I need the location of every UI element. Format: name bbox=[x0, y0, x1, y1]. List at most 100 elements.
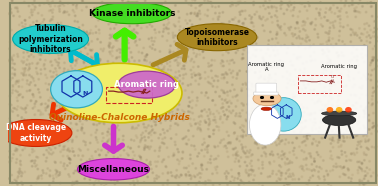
Point bbox=[230, 95, 236, 98]
Point bbox=[114, 83, 120, 86]
Point bbox=[238, 179, 244, 182]
Point bbox=[48, 148, 54, 151]
Point bbox=[275, 23, 281, 26]
Point bbox=[311, 124, 317, 127]
Point bbox=[107, 133, 113, 136]
Point bbox=[350, 3, 356, 6]
Point bbox=[167, 91, 173, 94]
Point bbox=[374, 101, 378, 104]
Point bbox=[247, 45, 253, 48]
Point bbox=[29, 11, 36, 14]
Point bbox=[201, 56, 207, 59]
Point bbox=[77, 170, 84, 173]
Point bbox=[171, 154, 177, 157]
Point bbox=[94, 38, 101, 41]
Point bbox=[240, 104, 246, 107]
Point bbox=[157, 50, 163, 53]
Point bbox=[228, 141, 234, 144]
Point bbox=[82, 177, 88, 180]
Point bbox=[137, 92, 143, 95]
Point bbox=[278, 154, 284, 157]
Point bbox=[154, 7, 160, 10]
Point bbox=[355, 169, 361, 172]
Point bbox=[204, 151, 211, 154]
Ellipse shape bbox=[118, 71, 175, 98]
Point bbox=[316, 11, 322, 14]
Point bbox=[101, 79, 107, 82]
Point bbox=[246, 64, 252, 67]
Point bbox=[240, 45, 246, 48]
Point bbox=[18, 127, 24, 130]
Point bbox=[242, 152, 248, 155]
Point bbox=[115, 156, 121, 159]
Point bbox=[52, 160, 58, 163]
Point bbox=[346, 4, 352, 7]
Point bbox=[202, 77, 208, 80]
Point bbox=[211, 129, 217, 132]
Point bbox=[261, 61, 267, 64]
Point bbox=[92, 7, 98, 10]
Point bbox=[42, 102, 48, 105]
Point bbox=[294, 21, 301, 24]
Point bbox=[193, 167, 199, 170]
Point bbox=[120, 134, 126, 137]
Point bbox=[117, 147, 123, 150]
Point bbox=[153, 123, 159, 126]
Point bbox=[191, 32, 197, 35]
Point bbox=[192, 0, 198, 2]
Point bbox=[180, 53, 186, 56]
Point bbox=[12, 107, 18, 110]
Point bbox=[60, 165, 67, 168]
Point bbox=[339, 40, 345, 43]
Point bbox=[276, 133, 282, 136]
Point bbox=[269, 133, 275, 136]
Point bbox=[304, 9, 310, 12]
Point bbox=[352, 153, 358, 156]
Point bbox=[67, 59, 73, 62]
Point bbox=[133, 18, 139, 21]
Point bbox=[196, 72, 202, 75]
Point bbox=[262, 78, 268, 81]
Point bbox=[240, 134, 246, 137]
Point bbox=[23, 111, 29, 114]
Point bbox=[93, 150, 99, 153]
Point bbox=[214, 125, 220, 128]
Point bbox=[29, 29, 36, 32]
Point bbox=[9, 57, 15, 60]
Point bbox=[10, 86, 16, 89]
Point bbox=[89, 102, 95, 105]
Point bbox=[359, 161, 365, 164]
Point bbox=[274, 180, 280, 183]
Point bbox=[303, 182, 309, 185]
Point bbox=[307, 176, 313, 179]
Point bbox=[301, 111, 307, 114]
Point bbox=[77, 120, 83, 123]
Point bbox=[40, 143, 46, 146]
Point bbox=[207, 113, 213, 116]
Point bbox=[370, 102, 376, 105]
Point bbox=[101, 120, 107, 123]
Point bbox=[206, 35, 212, 38]
Point bbox=[168, 171, 174, 174]
Point bbox=[186, 174, 192, 177]
Point bbox=[224, 108, 230, 111]
Point bbox=[103, 165, 109, 168]
Point bbox=[117, 51, 123, 54]
Point bbox=[144, 126, 150, 129]
Point bbox=[364, 40, 370, 43]
Point bbox=[308, 112, 314, 115]
Point bbox=[253, 126, 259, 129]
Point bbox=[208, 83, 214, 86]
Point bbox=[321, 175, 327, 178]
Point bbox=[131, 3, 137, 6]
Point bbox=[19, 37, 25, 40]
Point bbox=[222, 92, 228, 94]
Point bbox=[346, 76, 352, 79]
Point bbox=[82, 141, 88, 144]
Point bbox=[288, 26, 294, 29]
Point bbox=[178, 56, 184, 59]
Point bbox=[356, 179, 363, 182]
Point bbox=[363, 11, 369, 14]
Point bbox=[107, 27, 113, 30]
Point bbox=[220, 54, 226, 57]
